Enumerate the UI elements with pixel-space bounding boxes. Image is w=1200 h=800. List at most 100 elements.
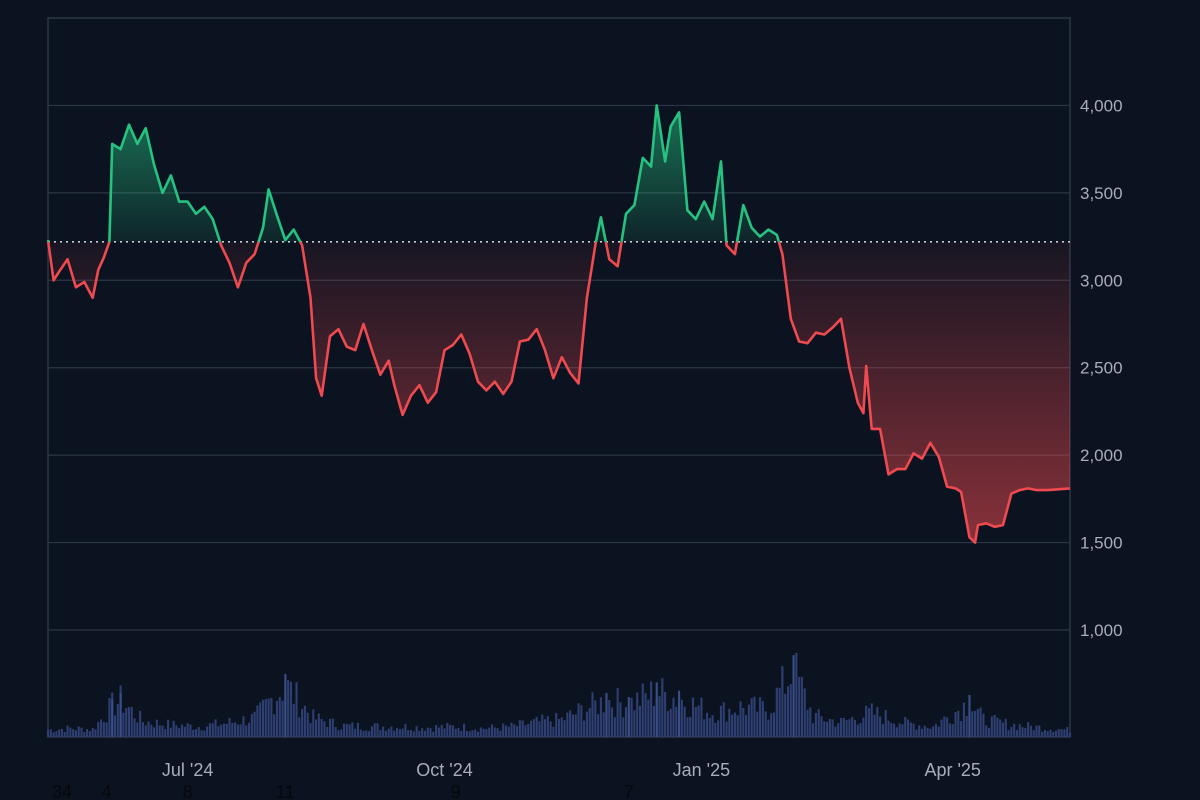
volume-bar	[463, 723, 466, 737]
volume-bar	[365, 730, 368, 737]
volume-bar	[284, 674, 287, 737]
volume-bar	[476, 731, 480, 737]
volume-bar	[806, 709, 809, 737]
volume-bar	[1068, 732, 1072, 737]
volume-bar	[1038, 725, 1041, 737]
volume-bar	[999, 719, 1002, 737]
volume-bar	[398, 729, 401, 737]
volume-bar	[345, 723, 348, 737]
y-tick-label: 1,500	[1080, 534, 1123, 553]
volume-bar	[298, 717, 301, 737]
volume-bar	[996, 717, 999, 737]
volume-bar	[563, 720, 566, 737]
volume-bar	[479, 727, 482, 737]
volume-bar	[638, 705, 642, 737]
volume-bar	[929, 728, 932, 737]
volume-bar	[664, 691, 667, 737]
volume-bar	[602, 712, 605, 737]
volume-bar	[599, 697, 602, 737]
volume-bar	[901, 724, 904, 737]
volume-bar	[934, 723, 938, 737]
volume-bar	[404, 724, 407, 737]
volume-bar	[451, 725, 454, 737]
volume-bar	[926, 727, 929, 737]
volume-bar	[1066, 726, 1069, 737]
volume-bar	[700, 697, 703, 737]
volume-bar	[66, 725, 69, 737]
volume-bar	[127, 707, 131, 737]
volume-bar	[594, 700, 597, 737]
volume-bar	[887, 720, 890, 737]
volume-bar	[180, 724, 184, 737]
volume-bar	[831, 719, 834, 737]
volume-bar	[641, 683, 644, 737]
volume-bar	[454, 728, 457, 737]
volume-bar	[183, 726, 186, 737]
price-line	[46, 104, 1071, 544]
volume-bar	[91, 727, 94, 737]
volume-bar	[340, 729, 343, 737]
volume-bar	[619, 702, 622, 737]
volume-bar	[786, 686, 790, 737]
volume-bar	[733, 712, 736, 737]
volume-bar	[979, 707, 982, 737]
volume-bar	[719, 705, 723, 737]
volume-bar	[630, 697, 633, 737]
volume-bar	[795, 652, 798, 737]
volume-bar	[362, 730, 365, 737]
volume-bar	[1035, 725, 1038, 737]
volume-bar	[97, 721, 100, 737]
volume-bar	[102, 722, 105, 737]
volume-bar	[1015, 729, 1018, 737]
volume-bar	[920, 728, 924, 737]
volume-bar	[312, 709, 315, 737]
volume-bar	[88, 730, 91, 737]
volume-bar	[711, 715, 714, 737]
volume-bar	[465, 730, 468, 737]
volume-bar	[211, 723, 214, 737]
volume-bar	[890, 722, 893, 737]
event-count-label: 11	[276, 782, 295, 800]
volume-bar	[169, 727, 172, 737]
volume-bar	[356, 722, 359, 737]
volume-bar	[217, 726, 220, 737]
volume-bar	[119, 692, 122, 737]
volume-bar	[541, 714, 544, 737]
volume-bar	[309, 722, 312, 737]
volume-bar	[672, 697, 675, 737]
event-count-label: 9	[451, 782, 461, 800]
volume-bar	[842, 717, 845, 737]
volume-bar	[876, 707, 879, 737]
volume-bar	[624, 707, 628, 737]
volume-bar	[940, 719, 943, 737]
volume-bar	[778, 687, 781, 737]
volume-bar	[971, 711, 974, 737]
volume-bar	[800, 676, 803, 737]
volume-bar	[94, 729, 97, 737]
volume-bar	[1001, 722, 1005, 737]
volume-bar	[379, 729, 382, 737]
volume-bar	[351, 722, 354, 737]
volume-bar	[881, 724, 884, 737]
volume-bar	[55, 731, 58, 737]
volume-bar	[161, 725, 164, 737]
volume-bar	[334, 726, 337, 737]
volume-bar	[409, 730, 413, 737]
volume-bar	[1024, 728, 1027, 737]
volume-bar	[236, 724, 239, 737]
volume-bar	[781, 666, 784, 737]
volume-bar	[739, 701, 742, 737]
volume-bar	[208, 723, 212, 737]
volume-bar	[250, 713, 253, 737]
volume-bar	[591, 692, 594, 737]
x-tick-label: Jul '24	[162, 760, 213, 780]
volume-bar	[175, 725, 178, 737]
volume-bar	[532, 719, 535, 737]
volume-bar	[948, 723, 951, 737]
volume-bar	[571, 714, 575, 737]
volume-bar	[111, 699, 114, 737]
y-tick-label: 2,500	[1080, 359, 1123, 378]
volume-bar	[446, 722, 449, 737]
volume-bar	[756, 711, 759, 737]
